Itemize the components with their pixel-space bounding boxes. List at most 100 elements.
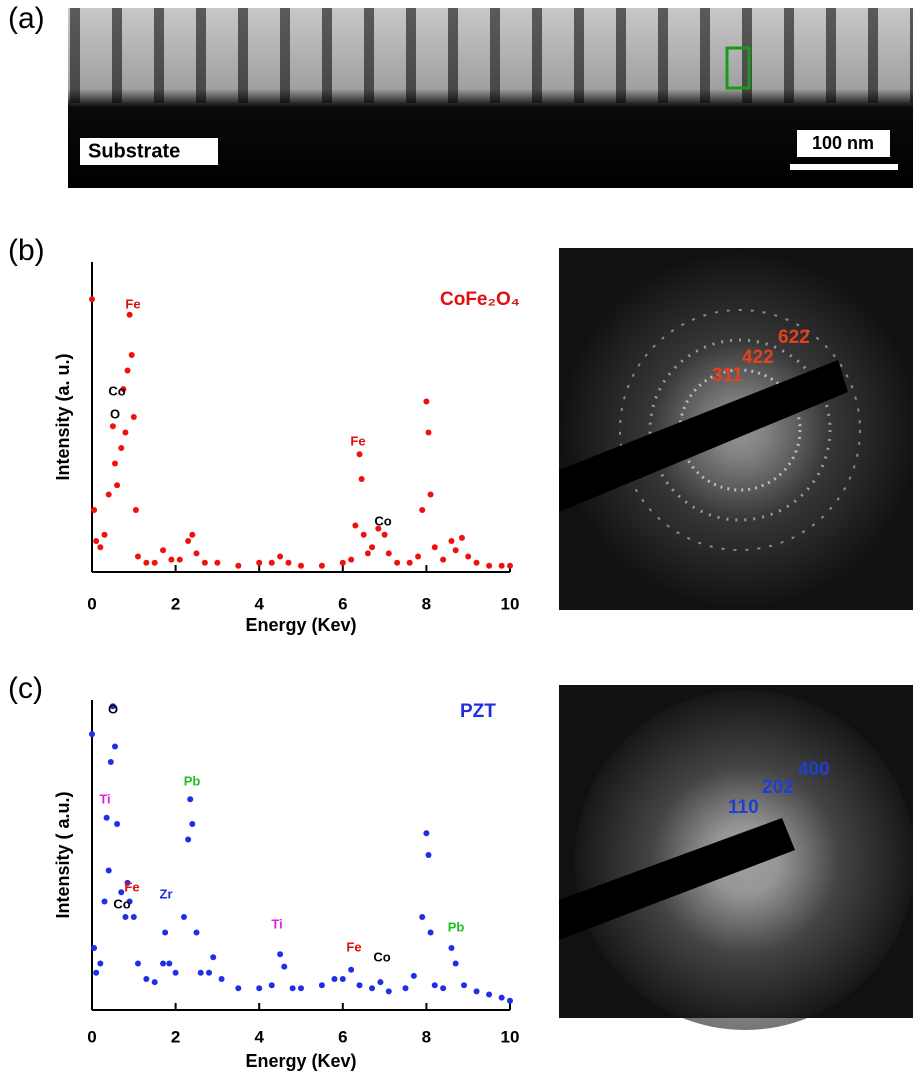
data-point — [214, 559, 221, 566]
peak-label: Fe — [124, 879, 139, 894]
data-point — [360, 531, 367, 538]
data-point — [134, 960, 141, 967]
panel-label: (b) — [8, 234, 45, 267]
data-point — [114, 482, 121, 489]
data-point — [498, 562, 505, 569]
data-point — [410, 972, 417, 979]
x-tick-label: 10 — [501, 1027, 520, 1046]
ring-label: 202 — [762, 777, 794, 798]
chart-title: CoFe₂O₄ — [440, 289, 520, 310]
x-tick-label: 10 — [501, 594, 520, 613]
data-point — [89, 731, 95, 738]
data-point — [166, 960, 173, 967]
x-tick-label: 2 — [171, 594, 180, 613]
panel-label: (c) — [8, 672, 43, 705]
peak-label: Co — [108, 383, 125, 398]
data-point — [402, 985, 409, 992]
data-point — [465, 553, 472, 560]
data-point — [143, 559, 150, 566]
data-point — [130, 914, 137, 920]
data-point — [185, 538, 192, 544]
data-point — [118, 889, 125, 896]
data-point — [197, 969, 204, 976]
data-point — [498, 994, 505, 1001]
peak-label: Zr — [160, 886, 173, 901]
data-point — [419, 507, 426, 513]
data-point — [189, 821, 196, 827]
tem-image: Substrate 100 nm — [68, 8, 913, 188]
data-point — [473, 988, 480, 995]
data-point — [375, 525, 382, 532]
data-point — [124, 879, 131, 886]
ring-label: 422 — [742, 347, 774, 368]
data-point — [339, 559, 346, 566]
data-point — [385, 550, 392, 557]
data-point — [448, 538, 455, 544]
data-point — [348, 966, 355, 973]
peak-label: Fe — [125, 296, 140, 311]
data-point — [486, 562, 493, 569]
data-point — [427, 491, 434, 498]
data-point — [431, 544, 438, 551]
data-point — [109, 423, 116, 430]
data-point — [427, 929, 434, 936]
data-point — [134, 553, 141, 560]
data-point — [318, 562, 325, 569]
data-point — [130, 414, 137, 420]
x-tick-label: 0 — [87, 594, 96, 613]
data-point — [348, 556, 355, 563]
data-point — [101, 531, 108, 538]
data-point — [122, 914, 129, 920]
data-point — [289, 985, 296, 992]
y-axis-title: Intensity (a. u.) — [53, 353, 73, 480]
data-point — [339, 976, 346, 982]
data-point — [377, 979, 384, 986]
x-tick-label: 8 — [422, 594, 431, 613]
peak-label: Fe — [350, 433, 365, 448]
data-point — [298, 985, 304, 992]
peak-label: Co — [374, 513, 391, 528]
data-point — [369, 985, 376, 992]
data-point — [176, 556, 183, 563]
x-axis-title: Energy (Kev) — [245, 1051, 356, 1071]
data-point — [486, 991, 493, 998]
data-point — [151, 979, 158, 986]
data-point — [461, 982, 468, 989]
data-point — [298, 562, 304, 569]
data-point — [189, 531, 196, 538]
data-point — [419, 914, 426, 920]
data-point — [356, 982, 363, 989]
data-point — [448, 945, 455, 951]
ring-label: 400 — [798, 759, 830, 780]
x-tick-label: 0 — [87, 1027, 96, 1046]
data-point — [97, 544, 104, 551]
data-point — [507, 562, 513, 569]
data-point — [160, 547, 167, 554]
peak-label: Pb — [184, 773, 201, 788]
data-point — [128, 352, 135, 358]
x-tick-label: 4 — [254, 1027, 264, 1046]
panel-label: (a) — [8, 2, 45, 35]
data-point — [440, 985, 447, 992]
data-point — [105, 867, 112, 874]
data-point — [423, 830, 430, 837]
data-point — [109, 703, 116, 710]
data-point — [318, 982, 325, 989]
peak-label: Pb — [448, 919, 465, 934]
data-point — [440, 556, 447, 563]
data-point — [268, 982, 275, 989]
data-point — [281, 963, 288, 970]
data-point — [268, 559, 275, 566]
data-point — [235, 562, 242, 569]
substrate-label: Substrate — [88, 140, 180, 162]
data-point — [473, 559, 480, 566]
data-point — [132, 507, 139, 513]
data-point — [193, 550, 200, 557]
data-point — [97, 960, 104, 967]
data-point — [105, 491, 112, 498]
data-point — [452, 547, 459, 554]
y-axis-title: Intensity ( a.u.) — [53, 791, 73, 918]
x-tick-label: 6 — [338, 1027, 347, 1046]
data-point — [364, 550, 371, 557]
